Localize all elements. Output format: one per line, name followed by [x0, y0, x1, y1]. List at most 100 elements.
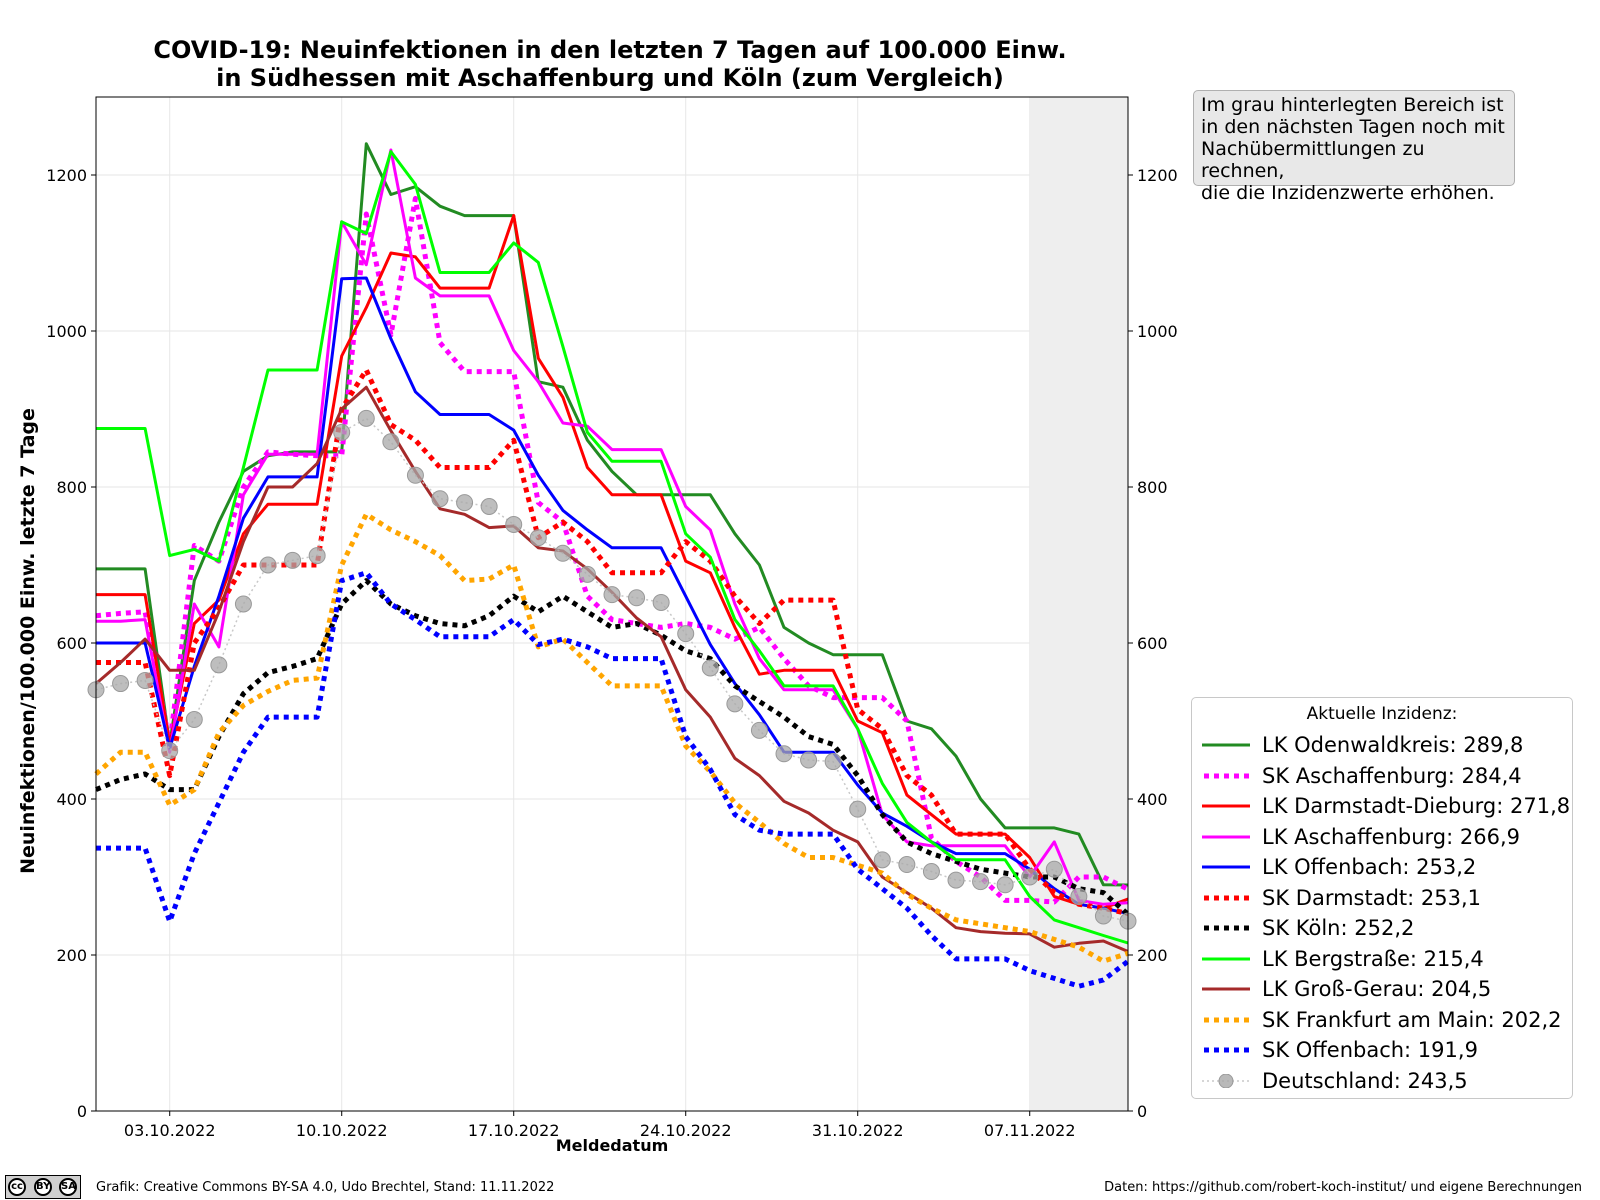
series-line-sk-frankfurt-am-main	[94, 511, 1129, 964]
deutschland-point	[873, 851, 891, 869]
deutschland-point	[603, 586, 621, 604]
deutschland-point	[234, 595, 252, 613]
legend-item: LK Odenwaldkreis: 289,8	[1192, 730, 1523, 760]
y-tick-label-left: 800	[56, 478, 87, 497]
legend-swatch	[1202, 743, 1250, 747]
deutschland-point	[578, 565, 596, 583]
legend-swatch	[1204, 773, 1250, 778]
cc-icon: cc	[8, 1178, 26, 1196]
note-line: Nachübermittlungen zu rechnen,	[1201, 138, 1425, 182]
series-line-sk-köln	[95, 578, 1130, 917]
legend-label: SK Frankfurt am Main: 202,2	[1262, 1007, 1562, 1032]
series-line-lk-offenbach	[96, 276, 1129, 915]
x-tick-label: 10.10.2022	[296, 1121, 388, 1140]
y-tick-label-left: 400	[56, 790, 87, 809]
deutschland-point	[456, 494, 474, 512]
legend-swatch	[1204, 1017, 1250, 1022]
y-tick-label-left: 200	[56, 946, 87, 965]
deutschland-point	[1021, 868, 1039, 886]
legend-label: LK Offenbach: 253,2	[1262, 855, 1477, 879]
footer-credit: Grafik: Creative Commons BY-SA 4.0, Udo …	[96, 1180, 555, 1195]
deutschland-point	[554, 544, 572, 562]
series-line-lk-bergstraße	[96, 150, 1129, 945]
deutschland-point	[382, 433, 400, 451]
y-tick-label-right: 200	[1137, 946, 1168, 965]
legend-item: SK Darmstadt: 253,1	[1192, 883, 1481, 913]
deutschland-point	[112, 675, 130, 693]
deutschland-point	[480, 498, 498, 515]
x-tick-label: 24.10.2022	[640, 1121, 732, 1140]
deutschland-point	[505, 515, 523, 533]
legend-swatch	[1202, 1073, 1250, 1088]
deutschland-point	[628, 589, 646, 607]
plot-frame	[95, 96, 1129, 1112]
deutschland-point	[136, 671, 154, 689]
deutschland-point	[210, 656, 228, 674]
note-line: in den nächsten Tagen noch mit	[1201, 116, 1505, 138]
legend-label: Deutschland: 243,5	[1262, 1068, 1468, 1093]
deutschland-point	[357, 409, 375, 427]
series-line-lk-aschaffenburg	[96, 148, 1129, 906]
deutschland-point	[529, 529, 547, 547]
chart-title-line-1: COVID-19: Neuinfektionen in den letzten …	[153, 36, 1067, 64]
deutschland-point	[284, 551, 302, 569]
deutschland-point	[922, 863, 940, 881]
footer-data-source: Daten: https://github.com/robert-koch-in…	[1104, 1180, 1582, 1195]
deutschland-point	[308, 547, 326, 565]
deutschland-point	[677, 625, 695, 643]
legend-item: LK Groß-Gerau: 204,5	[1192, 974, 1491, 1004]
by-icon: BY	[34, 1178, 52, 1196]
series-line-sk-aschaffenburg	[95, 195, 1130, 905]
note-line: die die Inzidenzwerte erhöhen.	[1201, 182, 1495, 204]
deutschland-point	[750, 721, 768, 739]
deutschland-point	[406, 466, 424, 484]
note-line: Im grau hinterlegten Bereich ist	[1201, 94, 1504, 116]
deutschland-point	[1094, 907, 1112, 925]
x-tick-label: 07.11.2022	[984, 1121, 1076, 1140]
shaded-region	[1029, 97, 1128, 1111]
x-axis-label: Meldedatum	[555, 1136, 669, 1155]
deutschland-point	[824, 753, 842, 771]
y-tick-label-right: 0	[1137, 1102, 1147, 1121]
deutschland-point	[800, 751, 818, 769]
legend-swatch-marker	[1218, 1073, 1234, 1088]
deutschland-point	[726, 695, 744, 713]
y-tick-label-right: 1000	[1137, 322, 1178, 341]
y-tick-label-left: 600	[56, 634, 87, 653]
cc-license-logo: cc BY SA	[5, 1175, 81, 1199]
legend-item: LK Offenbach: 253,2	[1192, 852, 1476, 882]
legend-item: LK Aschaffenburg: 266,9	[1192, 822, 1520, 852]
sa-icon: SA	[59, 1178, 77, 1196]
legend-label: SK Darmstadt: 253,1	[1262, 885, 1482, 910]
chart-title-line-2: in Südhessen mit Aschaffenburg und Köln …	[216, 64, 1004, 92]
deutschland-point	[431, 490, 449, 508]
legend-item: LK Darmstadt-Dieburg: 271,8	[1192, 791, 1570, 821]
axes: 0 0 200 200 400 400 600 600 800 800 1000 1000 1200 12…	[46, 96, 1178, 1140]
y-tick-label-right: 800	[1137, 478, 1168, 497]
deutschland-point	[996, 876, 1014, 894]
x-tick-label: 17.10.2022	[468, 1121, 560, 1140]
x-tick-label: 31.10.2022	[812, 1121, 904, 1140]
legend-label: LK Odenwaldkreis: 289,8	[1262, 733, 1524, 757]
legend-item: LK Bergstraße: 215,4	[1192, 944, 1484, 974]
legend-label: SK Aschaffenburg: 284,4	[1262, 763, 1522, 788]
legend-label: SK Offenbach: 191,9	[1262, 1038, 1478, 1062]
deutschland-point	[849, 800, 867, 818]
deutschland-point	[1045, 860, 1063, 878]
y-tick-label-right: 1200	[1137, 166, 1178, 185]
series-line-sk-offenbach	[96, 570, 1130, 989]
legend-swatch	[1202, 957, 1250, 960]
deutschland-point	[161, 742, 179, 760]
series-line-lk-darmstadt-dieburg	[96, 214, 1129, 910]
legend-swatch	[1204, 925, 1250, 931]
legend-title: Aktuelle Inzidenz:	[1306, 704, 1458, 724]
legend-item: Deutschland: 243,5	[1192, 1066, 1468, 1096]
deutschland-point	[972, 873, 990, 891]
deutschland-point	[775, 745, 793, 763]
legend-label: LK Darmstadt-Dieburg: 271,8	[1262, 794, 1571, 818]
legend-label: LK Aschaffenburg: 266,9	[1262, 824, 1520, 849]
series-group	[87, 142, 1137, 989]
legend-swatch	[1202, 987, 1250, 991]
y-tick-label-left: 1200	[46, 166, 87, 185]
